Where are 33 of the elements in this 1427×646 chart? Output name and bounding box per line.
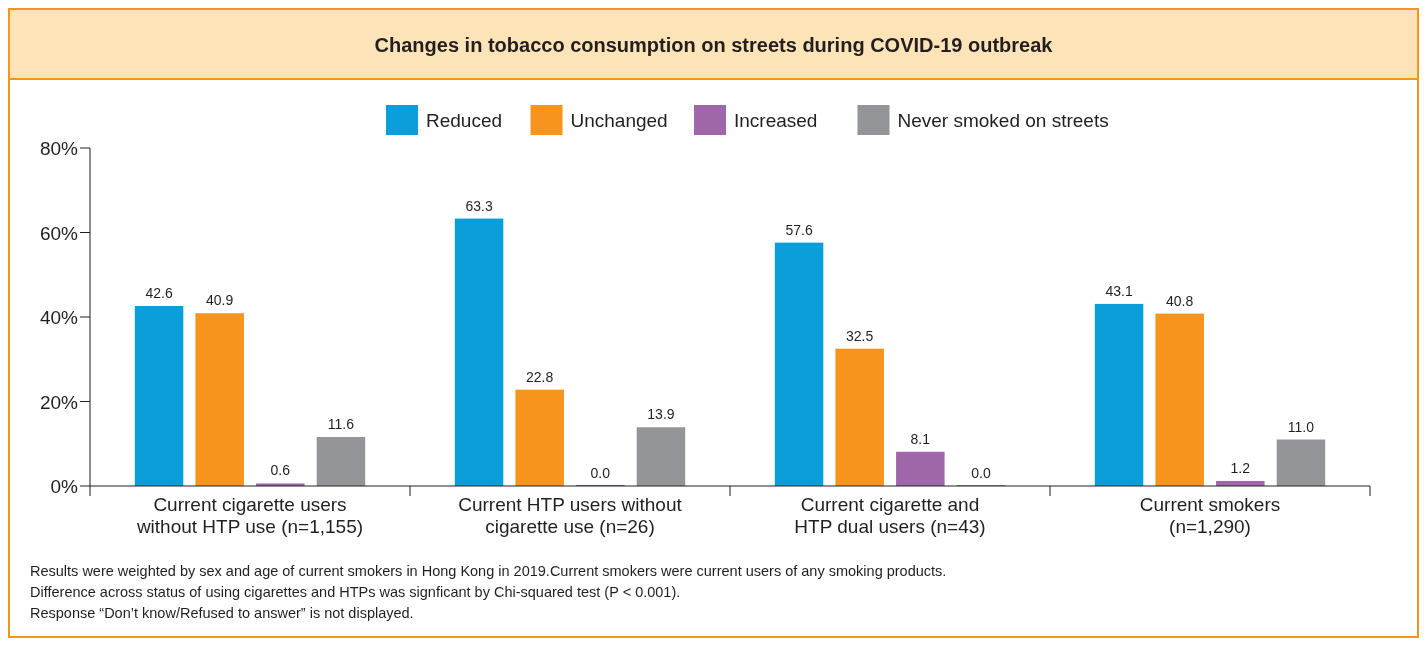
chart-title: Changes in tobacco consumption on streets during COVID-19 outbreak	[374, 34, 1054, 56]
y-tick-label: 80%	[39, 138, 79, 159]
legend-label: Never smoked on streets	[897, 110, 1109, 131]
text: Results were weighted by sex and age of current smokers in Hong Kong in 2019.Current smokers were current users of any smoking products.	[30, 563, 947, 579]
data-label: 22.8	[526, 368, 554, 385]
data-label: 1.2	[1230, 459, 1251, 476]
data-label: 57.6	[785, 221, 813, 238]
data-label: 43.1	[1105, 282, 1133, 299]
text: Response “Don’t know/Refused to answer” is not displayed.	[30, 605, 414, 621]
text: Difference across status of using cigarettes and HTPs was signficant by Chi-squared test (P < 0.001).	[30, 584, 681, 600]
data-label: 40.9	[206, 292, 234, 309]
legend-label: Unchanged	[570, 110, 668, 131]
data-label: 0.0	[971, 465, 991, 481]
x-tick-label: Current cigarette users without HTP use (n=1,155)	[135, 494, 364, 537]
legend-label: Increased	[734, 110, 818, 131]
data-label: 13.9	[647, 406, 675, 423]
x-tick-label: Current cigarette and HTP dual users (n=43)	[794, 494, 986, 537]
data-label: 0.0	[590, 465, 611, 481]
data-label: 0.6	[270, 462, 291, 479]
data-label: 11.6	[327, 415, 355, 432]
data-label: 8.1	[910, 430, 931, 447]
x-tick-label: Current smokers (n=1,290)	[1139, 494, 1281, 537]
y-tick-label: 40%	[39, 307, 79, 328]
legend-label: Reduced	[426, 110, 503, 131]
y-tick-label: 0%	[50, 476, 79, 497]
y-tick-label: 60%	[39, 222, 79, 244]
data-label: 11.0	[1287, 418, 1315, 435]
data-label: 32.5	[846, 327, 874, 344]
data-label: 42.6	[145, 285, 173, 302]
y-tick-label: 20%	[39, 391, 79, 413]
data-label: 40.8	[1166, 292, 1194, 309]
data-label: 63.3	[465, 197, 493, 214]
x-tick-label: Current HTP users without cigarette use (n=26)	[458, 494, 683, 537]
